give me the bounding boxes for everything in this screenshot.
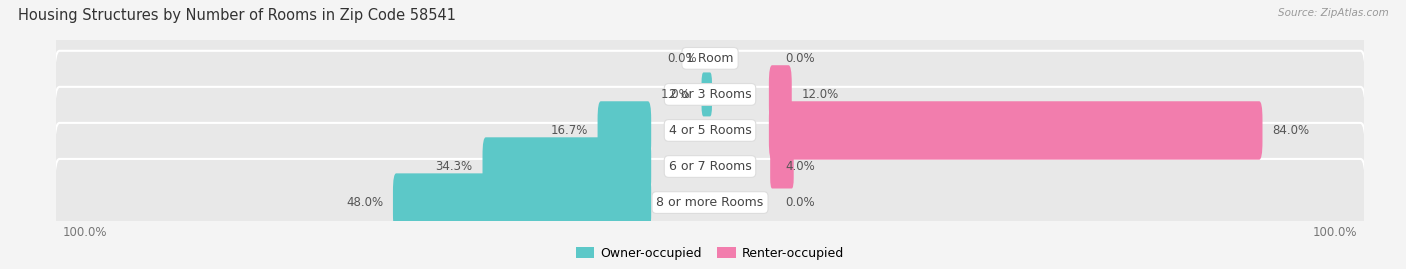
Text: 84.0%: 84.0% [1272,124,1309,137]
FancyBboxPatch shape [55,15,1365,102]
Text: 1.0%: 1.0% [661,88,690,101]
FancyBboxPatch shape [769,65,792,124]
FancyBboxPatch shape [770,144,794,189]
FancyBboxPatch shape [482,137,651,196]
Text: 0.0%: 0.0% [785,52,815,65]
FancyBboxPatch shape [598,101,651,160]
Text: 6 or 7 Rooms: 6 or 7 Rooms [669,160,751,173]
Text: 34.3%: 34.3% [436,160,472,173]
FancyBboxPatch shape [769,101,1263,160]
Text: 100.0%: 100.0% [1313,226,1357,239]
Text: 0.0%: 0.0% [785,196,815,209]
FancyBboxPatch shape [392,173,651,232]
FancyBboxPatch shape [55,87,1365,174]
Text: Housing Structures by Number of Rooms in Zip Code 58541: Housing Structures by Number of Rooms in… [18,8,457,23]
Text: 8 or more Rooms: 8 or more Rooms [657,196,763,209]
Text: 12.0%: 12.0% [801,88,839,101]
Text: 4.0%: 4.0% [785,160,815,173]
FancyBboxPatch shape [702,72,711,116]
Text: 100.0%: 100.0% [63,226,107,239]
FancyBboxPatch shape [55,123,1365,210]
Legend: Owner-occupied, Renter-occupied: Owner-occupied, Renter-occupied [571,242,849,265]
Text: 0.0%: 0.0% [668,52,697,65]
FancyBboxPatch shape [55,159,1365,246]
Text: Source: ZipAtlas.com: Source: ZipAtlas.com [1278,8,1389,18]
Text: 48.0%: 48.0% [346,196,382,209]
FancyBboxPatch shape [55,51,1365,138]
Text: 2 or 3 Rooms: 2 or 3 Rooms [669,88,751,101]
Text: 4 or 5 Rooms: 4 or 5 Rooms [669,124,751,137]
Text: 1 Room: 1 Room [686,52,734,65]
Text: 16.7%: 16.7% [550,124,588,137]
